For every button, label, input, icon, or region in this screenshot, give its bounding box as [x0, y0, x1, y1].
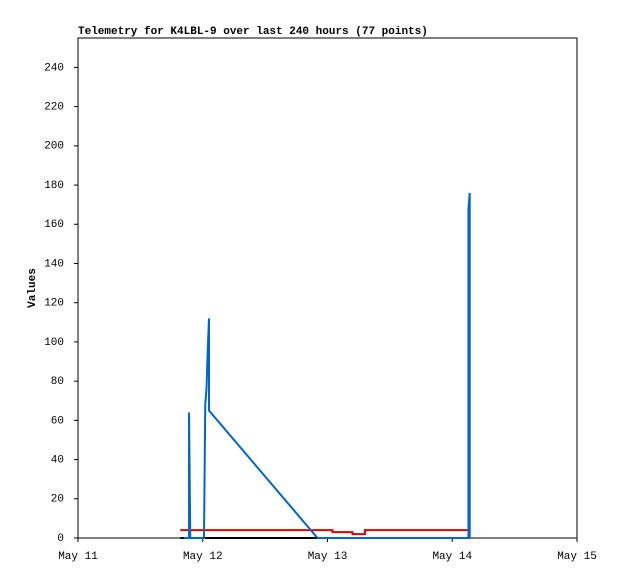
y-tick-label: 160: [44, 219, 64, 231]
y-tick-label: 0: [57, 533, 64, 545]
y-tick-label: 140: [44, 258, 64, 270]
x-tick-label: May 15: [557, 551, 597, 563]
y-tick-label: 100: [44, 337, 64, 349]
x-tick-label: May 13: [308, 551, 348, 563]
x-tick-label: May 11: [58, 551, 98, 563]
series-line: [184, 192, 471, 539]
y-tick-label: 220: [44, 102, 64, 114]
y-tick-label: 60: [51, 415, 64, 427]
y-tick-label: 200: [44, 141, 64, 153]
x-tick-label: May 12: [183, 551, 223, 563]
y-tick-label: 40: [51, 454, 64, 466]
plot-frame: [77, 37, 578, 539]
y-axis-label: Values: [27, 268, 39, 308]
y-tick-label: 240: [44, 62, 64, 74]
series-line: [180, 529, 470, 536]
y-tick-label: 120: [44, 298, 64, 310]
y-tick-label: 20: [51, 494, 64, 506]
y-tick-label: 180: [44, 180, 64, 192]
y-tick-label: 80: [51, 376, 64, 388]
x-tick-label: May 14: [432, 551, 472, 563]
chart-title: Telemetry for K4LBL-9 over last 240 hour…: [78, 26, 428, 38]
